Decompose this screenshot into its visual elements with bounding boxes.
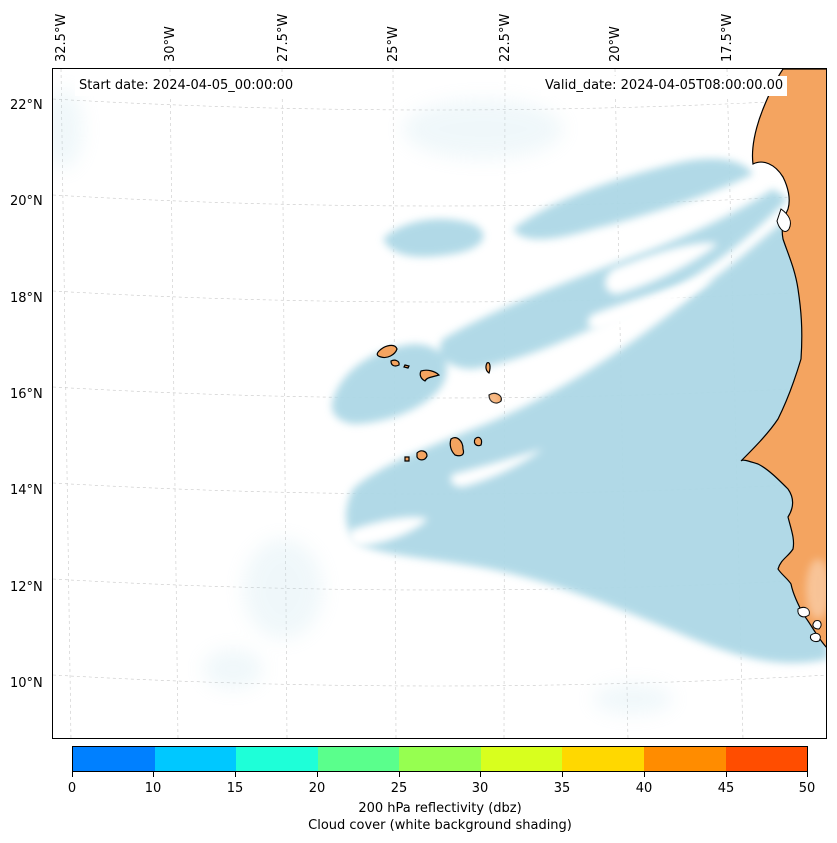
cloud-haze-patch <box>243 539 323 639</box>
island-sao-nicolau <box>419 369 441 382</box>
colorbar-tick <box>153 772 154 777</box>
africa-landmass <box>740 69 826 648</box>
colorbar <box>72 746 808 772</box>
latitude-label: 10°N <box>10 676 43 691</box>
cloud-haze <box>53 89 673 714</box>
longitude-label: 32.5°W <box>54 13 69 62</box>
longitude-label: 22.5°W <box>498 13 513 62</box>
colorbar-tick-label: 25 <box>390 781 408 796</box>
land-highlight-patch <box>487 393 499 405</box>
cloud-haze-patch <box>403 99 563 159</box>
colorbar-segment <box>725 747 808 771</box>
colorbar-tick-label: 35 <box>553 781 571 796</box>
clear-slots <box>348 242 718 547</box>
cloud-patch-north <box>383 219 484 257</box>
latitude-label: 22°N <box>10 98 43 113</box>
colorbar-tick-label: 40 <box>635 781 653 796</box>
longitude-label: 30°W <box>163 26 178 62</box>
colorbar-segment <box>480 747 563 771</box>
island-santo-antao <box>376 344 398 359</box>
gridline-lon <box>392 69 397 738</box>
land-highlight-patch <box>806 559 826 619</box>
longitude-label: 25°W <box>386 26 401 62</box>
colorbar-segment <box>154 747 237 771</box>
colorbar-segment <box>562 747 644 771</box>
colorbar-segment <box>73 747 155 771</box>
clear-slot <box>605 242 718 294</box>
cloud-haze-patch <box>53 89 83 169</box>
longitude-label: 17.5°W <box>720 13 735 62</box>
gridline-lat <box>53 674 826 687</box>
start-date-label: Start date: 2024-04-05_00:00:00 <box>75 76 298 96</box>
colorbar-tick-label: 0 <box>67 781 77 796</box>
colorbar-caption-secondary: Cloud cover (white background shading) <box>308 818 572 833</box>
colorbar-tick-label: 45 <box>717 781 735 796</box>
island-santiago <box>449 437 465 457</box>
colorbar-tick-label: 10 <box>144 781 162 796</box>
map-panel <box>52 68 827 739</box>
longitude-label: 20°W <box>608 26 623 62</box>
cloud-band-upper <box>513 158 753 240</box>
cape-verde-islands <box>376 344 502 462</box>
colorbar-tick <box>480 772 481 777</box>
cloud-haze-patch <box>593 684 673 714</box>
colorbar-tick <box>399 772 400 777</box>
colorbar-tick <box>72 772 73 777</box>
gridline-lon <box>614 69 629 738</box>
gridline-lon <box>60 69 72 738</box>
latitude-label: 16°N <box>10 387 43 402</box>
cloud-patch-west <box>331 344 447 424</box>
gridline-lon <box>169 69 179 738</box>
colorbar-tick <box>235 772 236 777</box>
island-sal <box>485 362 491 374</box>
cloud-haze-patch <box>203 649 263 689</box>
cloud-band-main <box>346 199 826 663</box>
latitude-label: 18°N <box>10 291 43 306</box>
coastal-island <box>797 606 810 618</box>
colorbar-tick <box>562 772 563 777</box>
map-canvas <box>53 69 826 738</box>
gridline-lat <box>53 98 826 111</box>
colorbar-tick <box>807 772 808 777</box>
gridline-lon <box>503 69 506 738</box>
coast-inlet <box>776 208 791 232</box>
island-brava <box>404 456 410 462</box>
colorbar-caption: 200 hPa reflectivity (dbz) <box>358 801 522 816</box>
valid-date-label: Valid_date: 2024-04-05T08:00:00.00 <box>541 76 788 96</box>
colorbar-tick-label: 30 <box>471 781 489 796</box>
cloud-cover <box>331 158 826 663</box>
latitude-label: 14°N <box>10 483 43 498</box>
latitude-label: 12°N <box>10 580 43 595</box>
colorbar-tick <box>317 772 318 777</box>
clear-slot <box>587 279 713 331</box>
colorbar-segment <box>399 747 481 771</box>
island-sao-vicente <box>390 359 400 367</box>
island-maio <box>473 436 483 447</box>
island-fogo <box>416 450 428 461</box>
longitude-label: 27.5°W <box>276 13 291 62</box>
colorbar-tick <box>644 772 645 777</box>
colorbar-segment <box>317 747 400 771</box>
latitude-label: 20°N <box>10 194 43 209</box>
colorbar-tick-label: 15 <box>226 781 244 796</box>
colorbar-tick <box>726 772 727 777</box>
coastal-island <box>810 632 821 642</box>
colorbar-segment <box>236 747 318 771</box>
colorbar-tick-label: 50 <box>798 781 816 796</box>
coastal-island <box>812 620 822 630</box>
colorbar-tick-label: 20 <box>308 781 326 796</box>
clear-slot <box>348 517 428 547</box>
land-highlight <box>487 393 826 619</box>
gridline-lat <box>53 194 826 207</box>
clear-slot <box>450 449 543 487</box>
island-santa-luzia <box>403 364 410 369</box>
colorbar-segment <box>643 747 726 771</box>
